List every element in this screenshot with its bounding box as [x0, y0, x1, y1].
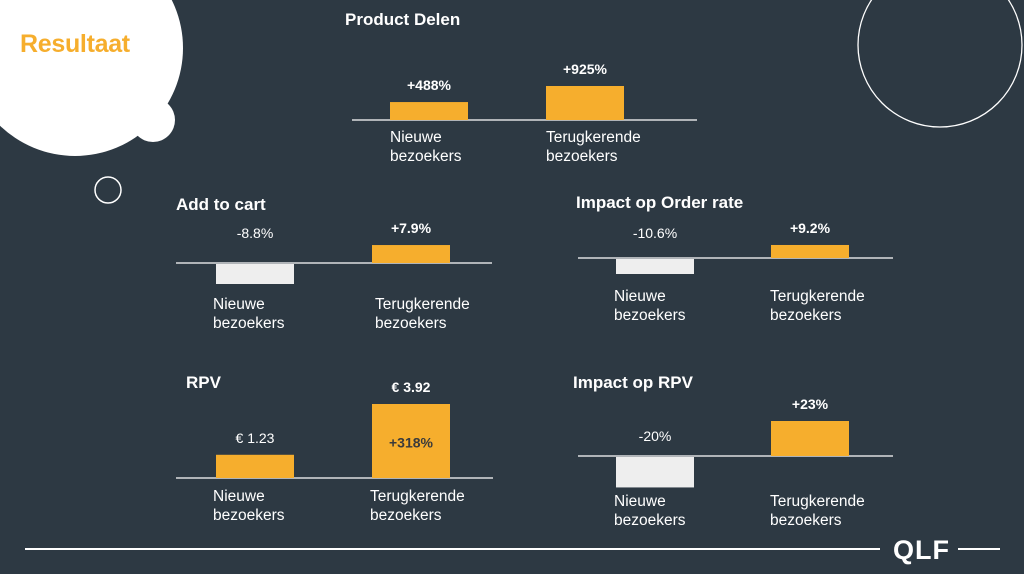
- qlf-logo: QLF: [893, 535, 950, 565]
- bar-nieuwe: [616, 259, 694, 274]
- category-label: Nieuwe bezoekers: [614, 493, 686, 529]
- footer-divider-right: [958, 548, 1000, 550]
- footer-divider-left: [25, 548, 880, 550]
- category-label: Nieuwe bezoekers: [213, 296, 285, 332]
- category-label: Nieuwe bezoekers: [390, 129, 462, 165]
- value-label: -20%: [639, 428, 672, 444]
- value-label: +7.9%: [391, 220, 432, 236]
- bar-terugkerende: [372, 404, 450, 478]
- value-label: € 1.23: [236, 430, 275, 446]
- chart-title-add-to-cart: Add to cart: [176, 195, 266, 214]
- bar-terugkerende: [771, 244, 849, 258]
- category-label: Terugkerende bezoekers: [370, 488, 465, 524]
- value-label: +488%: [407, 77, 452, 93]
- chart-title-rpv: RPV: [186, 373, 221, 392]
- chart-title-impact-order-rate: Impact op Order rate: [576, 193, 744, 212]
- category-label: Nieuwe bezoekers: [213, 488, 285, 524]
- category-label: Terugkerende bezoekers: [770, 288, 865, 324]
- bar-nieuwe: [390, 102, 468, 120]
- chart-title-product-delen: Product Delen: [345, 10, 461, 29]
- value-label: +23%: [792, 396, 829, 412]
- category-label: Nieuwe bezoekers: [614, 288, 686, 324]
- value-label: € 3.92: [392, 379, 431, 395]
- chart-title-impact-rpv: Impact op RPV: [573, 373, 693, 392]
- bar-terugkerende: [372, 245, 450, 263]
- inner-bar-label: +318%: [389, 434, 434, 450]
- value-label: -10.6%: [633, 225, 677, 241]
- category-label: Terugkerende bezoekers: [770, 493, 865, 529]
- value-label: -8.8%: [237, 225, 274, 241]
- bar-nieuwe: [616, 457, 694, 488]
- category-label: Terugkerende bezoekers: [546, 129, 641, 165]
- bar-terugkerende: [546, 86, 624, 120]
- bar-nieuwe: [216, 264, 294, 284]
- value-label: +925%: [563, 61, 608, 77]
- bar-terugkerende: [771, 421, 849, 456]
- bar-nieuwe: [216, 454, 294, 478]
- value-label: +9.2%: [790, 220, 831, 236]
- slide-title: Resultaat: [20, 30, 130, 58]
- category-label: Terugkerende bezoekers: [375, 296, 470, 332]
